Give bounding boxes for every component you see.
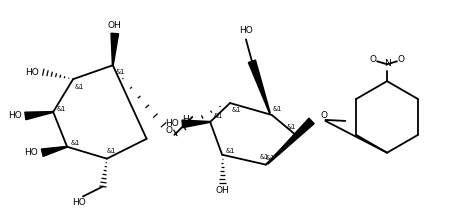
Text: HO: HO — [24, 148, 38, 157]
Text: &1: &1 — [74, 84, 83, 90]
Polygon shape — [267, 118, 314, 164]
Polygon shape — [111, 33, 119, 65]
Text: O: O — [369, 55, 376, 64]
Text: N: N — [383, 59, 389, 68]
Polygon shape — [248, 60, 269, 113]
Polygon shape — [41, 146, 67, 156]
Text: HO: HO — [164, 119, 178, 128]
Text: &1: &1 — [273, 106, 282, 112]
Text: &1: &1 — [265, 155, 274, 161]
Polygon shape — [182, 120, 210, 128]
Text: OH: OH — [108, 21, 121, 30]
Text: &1: &1 — [225, 148, 234, 154]
Text: H: H — [182, 115, 188, 124]
Text: &1: &1 — [70, 140, 79, 146]
Text: &1: &1 — [115, 69, 124, 75]
Text: O: O — [320, 112, 327, 120]
Text: &1: &1 — [213, 113, 222, 119]
Text: HO: HO — [8, 112, 21, 120]
Text: O: O — [166, 126, 173, 135]
Text: &1: &1 — [258, 154, 268, 160]
Text: OH: OH — [215, 186, 228, 196]
Polygon shape — [25, 112, 53, 120]
Text: &1: &1 — [56, 106, 66, 112]
Text: &1: &1 — [106, 148, 115, 154]
Text: O: O — [397, 55, 404, 64]
Text: &1: &1 — [287, 124, 296, 130]
Text: HO: HO — [238, 26, 252, 35]
Text: HO: HO — [72, 198, 86, 207]
Text: HO: HO — [26, 68, 39, 77]
Text: &1: &1 — [231, 107, 240, 113]
